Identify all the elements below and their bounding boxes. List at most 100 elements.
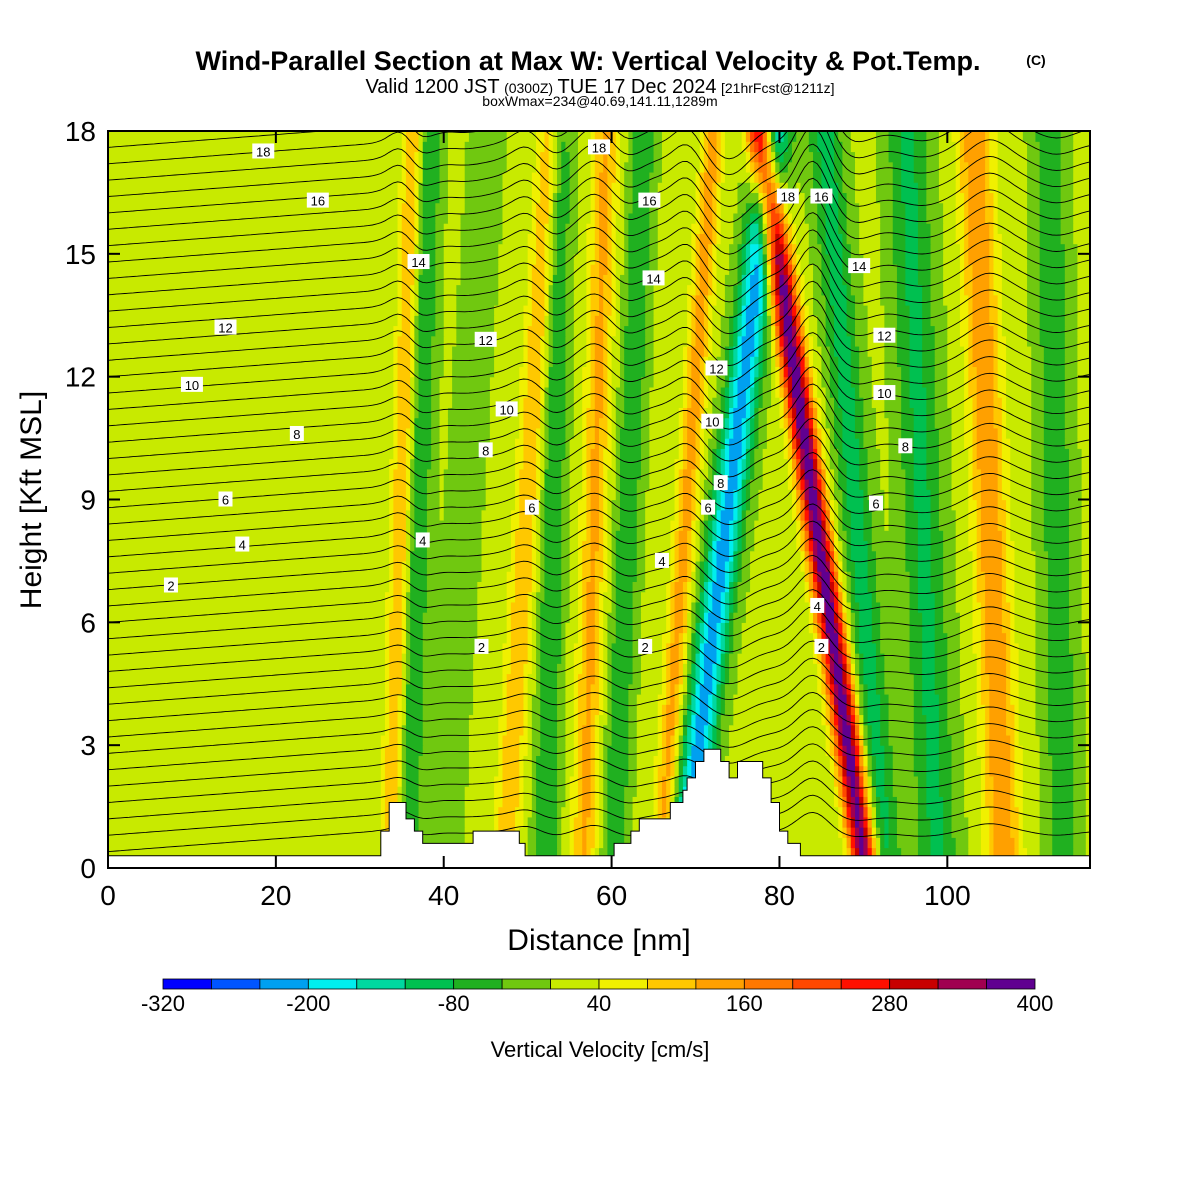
w-cell [875, 560, 906, 572]
w-cell [640, 683, 663, 695]
w-cell [401, 601, 407, 613]
w-cell [754, 366, 760, 378]
w-cell [859, 612, 873, 623]
w-cell [955, 519, 969, 531]
w-cell [435, 325, 445, 337]
w-cell [1010, 642, 1020, 654]
w-cell [1001, 233, 1028, 245]
w-cell [422, 622, 478, 634]
w-cell [817, 499, 823, 511]
w-cell [569, 212, 579, 224]
w-cell [825, 479, 831, 490]
w-cell [594, 775, 600, 787]
w-cell [649, 438, 680, 449]
w-cell [821, 673, 827, 685]
w-cell [586, 519, 592, 531]
w-cell [792, 407, 797, 419]
w-cell [599, 653, 604, 664]
w-cell [590, 479, 600, 490]
w-cell [720, 622, 726, 634]
w-cell [414, 315, 420, 327]
w-cell [599, 693, 604, 705]
w-cell [586, 325, 592, 337]
w-cell [1031, 356, 1045, 368]
w-cell [661, 642, 667, 654]
w-cell [695, 294, 705, 306]
w-cell [758, 182, 764, 194]
w-cell [632, 796, 655, 808]
w-cell [804, 325, 810, 337]
w-cell [808, 581, 814, 593]
w-cell [875, 755, 885, 767]
w-cell [1039, 182, 1062, 194]
w-cell [943, 253, 961, 265]
w-cell [859, 223, 881, 234]
w-cell [934, 376, 948, 388]
w-cell [766, 161, 772, 173]
w-cell [1064, 427, 1079, 439]
w-cell [1006, 683, 1011, 695]
w-cell [859, 366, 873, 378]
w-cell [750, 356, 755, 368]
w-cell [980, 612, 986, 623]
w-cell [712, 243, 718, 255]
w-cell [410, 571, 428, 582]
w-cell [624, 806, 634, 818]
w-cell [842, 182, 856, 194]
w-cell [926, 151, 940, 163]
w-cell [405, 796, 420, 808]
w-cell [544, 233, 550, 245]
w-cell [531, 519, 537, 531]
w-cell [808, 499, 818, 511]
w-cell [980, 479, 999, 490]
w-cell [917, 223, 932, 234]
w-cell [792, 274, 797, 286]
w-cell [636, 530, 646, 542]
w-cell [615, 489, 621, 501]
w-cell [439, 427, 449, 439]
w-cell [842, 264, 852, 275]
w-cell [443, 233, 462, 245]
w-cell [985, 796, 995, 808]
w-cell [615, 581, 634, 593]
w-cell [724, 632, 730, 644]
w-cell [1048, 560, 1070, 572]
w-cell [938, 519, 957, 531]
w-cell [800, 345, 806, 357]
w-cell [1001, 427, 1007, 439]
w-cell [792, 376, 802, 388]
w-cell [901, 448, 915, 460]
w-cell [603, 284, 613, 296]
w-cell [536, 571, 541, 582]
w-cell [1073, 734, 1087, 746]
w-cell [943, 274, 961, 286]
w-cell [1010, 827, 1020, 838]
w-cell [393, 366, 399, 378]
w-cell [599, 294, 604, 306]
w-cell [544, 489, 562, 501]
w-cell [523, 407, 541, 419]
w-cell [842, 243, 852, 255]
w-cell [670, 622, 676, 634]
w-cell [720, 642, 726, 654]
w-cell [565, 438, 571, 449]
w-cell [741, 294, 747, 306]
w-cell [603, 560, 608, 572]
w-cell [422, 745, 470, 757]
w-cell [1077, 397, 1090, 408]
w-cell [569, 837, 575, 849]
w-cell [796, 438, 802, 449]
w-cell [787, 417, 793, 429]
w-cell [531, 704, 541, 716]
w-cell [439, 479, 445, 490]
w-cell [607, 806, 625, 818]
w-cell [410, 356, 415, 368]
w-cell [787, 427, 793, 439]
w-cell [108, 775, 382, 787]
w-cell [502, 182, 533, 194]
w-cell [720, 233, 734, 245]
w-cell [397, 305, 403, 316]
w-cell [854, 427, 864, 439]
w-cell [888, 151, 902, 163]
w-cell [792, 468, 797, 480]
